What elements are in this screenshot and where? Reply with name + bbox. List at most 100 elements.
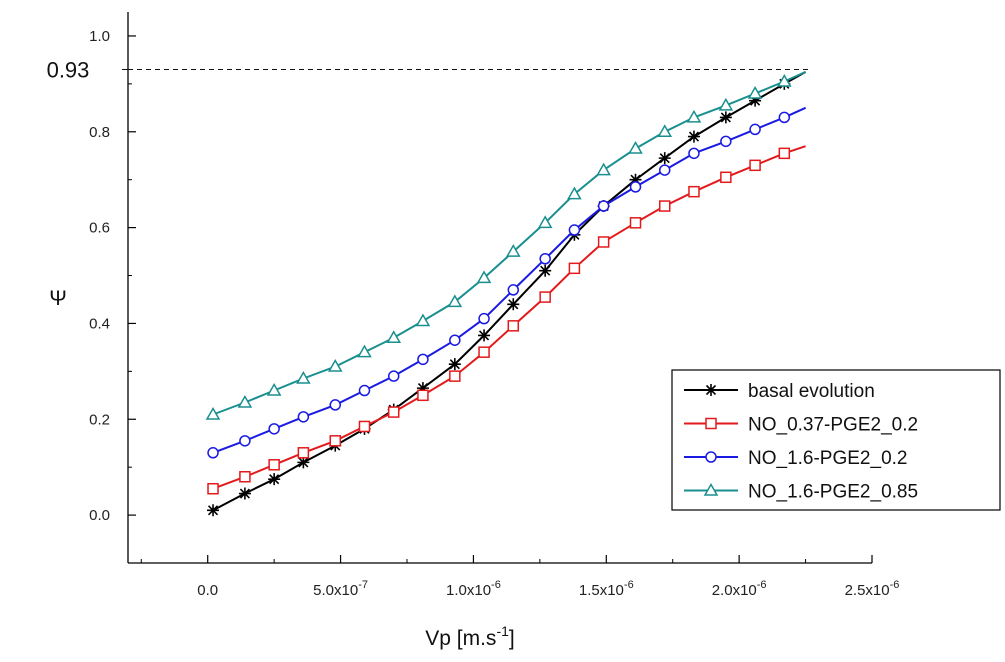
- tick-labels: 0.0 0.2 0.4 0.6 0.8 1.0 0.0 5.0x10-7 1.0x10-6 1.5…: [89, 28, 899, 599]
- data-point: [507, 284, 520, 296]
- legend-item: NO_0.37-PGE2_0.2: [684, 415, 918, 436]
- data-point: [507, 298, 520, 311]
- legend-item: basal evolution: [684, 381, 875, 402]
- data-point: [705, 451, 717, 463]
- data-point: [539, 264, 552, 277]
- data-point: [327, 359, 343, 372]
- data-point: [749, 94, 762, 107]
- data-point: [703, 482, 719, 496]
- data-point: [777, 73, 792, 87]
- legend-label: NO_1.6-PGE2_0.2: [748, 448, 907, 469]
- data-point: [658, 200, 671, 212]
- data-point: [297, 447, 310, 459]
- series-circle: [207, 106, 807, 459]
- data-point: [239, 471, 251, 483]
- data-point: [416, 382, 429, 395]
- y-tick-label: 0.0: [89, 507, 110, 524]
- data-point: [718, 97, 734, 111]
- data-point: [417, 389, 429, 402]
- data-point: [749, 123, 761, 136]
- data-point: [658, 152, 671, 165]
- y-tick-label: 1.0: [89, 28, 110, 45]
- data-point: [629, 217, 642, 229]
- series-triangle: [205, 70, 807, 420]
- data-point: [478, 329, 491, 342]
- reference-line-group: 0.93: [47, 57, 809, 82]
- data-point: [268, 459, 280, 471]
- reference-line-label: 0.93: [47, 57, 90, 82]
- data-point: [629, 181, 642, 193]
- data-point: [657, 124, 673, 138]
- data-point: [357, 344, 372, 358]
- data-point: [268, 473, 281, 486]
- data-point: [539, 291, 551, 303]
- data-point: [238, 487, 251, 500]
- legend-item: NO_1.6-PGE2_0.85: [684, 482, 918, 503]
- data-point: [417, 353, 429, 366]
- data-point: [478, 312, 490, 325]
- data-point: [705, 384, 717, 396]
- data-point: [628, 141, 643, 154]
- legend-box: [671, 369, 1001, 511]
- legend-label: NO_0.37-PGE2_0.2: [748, 415, 918, 436]
- data-point: [778, 147, 791, 160]
- data-point: [537, 215, 553, 229]
- data-point: [207, 447, 219, 459]
- legend-label: NO_1.6-PGE2_0.85: [748, 482, 918, 503]
- data-point: [597, 200, 610, 212]
- data-point: [268, 423, 280, 435]
- data-point: [415, 313, 431, 327]
- x-tick-label: 2.0x10-6: [712, 579, 767, 599]
- x-tick-label: 1.5x10-6: [579, 579, 634, 599]
- x-tick-label: 0.0: [197, 582, 218, 599]
- legend: basal evolution NO_0.37-PGE2_0.2 NO_1.6-PG…: [671, 369, 1001, 511]
- data-point: [478, 346, 490, 358]
- legend-label: basal evolution: [748, 381, 875, 402]
- data-point: [568, 224, 581, 236]
- data-point: [239, 435, 251, 447]
- data-point: [507, 320, 520, 332]
- data-point: [778, 111, 791, 124]
- series-group: [205, 70, 807, 517]
- x-tick-label: 2.5x10-6: [845, 579, 900, 599]
- data-point: [688, 147, 700, 160]
- data-point: [386, 330, 402, 344]
- legend-item: NO_1.6-PGE2_0.2: [684, 448, 907, 469]
- data-point: [687, 130, 700, 143]
- data-point: [658, 164, 671, 176]
- x-tick-label: 5.0x10-7: [313, 579, 368, 599]
- data-point: [448, 358, 461, 371]
- x-axis-title: Vp [m.s-1]: [425, 623, 514, 650]
- data-point: [387, 370, 400, 382]
- data-point: [358, 420, 371, 433]
- data-point: [596, 162, 611, 176]
- series-square: [207, 145, 806, 495]
- data-point: [329, 435, 342, 447]
- x-tick-label: 1.0x10-6: [446, 579, 501, 599]
- data-point: [329, 399, 342, 411]
- data-point: [720, 171, 732, 184]
- data-point: [297, 456, 310, 469]
- axes: [127, 12, 873, 564]
- y-tick-label: 0.4: [89, 315, 110, 332]
- y-tick-label: 0.2: [89, 411, 110, 428]
- y-axis-title: Ψ: [49, 287, 67, 310]
- data-point: [505, 244, 521, 257]
- data-point: [447, 294, 463, 308]
- data-point: [747, 85, 763, 99]
- data-point: [358, 384, 371, 397]
- data-point: [568, 262, 581, 275]
- data-point: [296, 371, 311, 384]
- data-point: [720, 135, 732, 148]
- data-point: [449, 370, 461, 382]
- data-point: [449, 334, 461, 346]
- y-tick-label: 0.6: [89, 220, 110, 237]
- data-point: [207, 504, 220, 517]
- data-point: [705, 417, 717, 430]
- data-point: [719, 111, 732, 124]
- data-point: [205, 406, 221, 420]
- data-point: [476, 270, 492, 284]
- y-tick-label: 0.8: [89, 124, 110, 141]
- data-point: [688, 185, 700, 198]
